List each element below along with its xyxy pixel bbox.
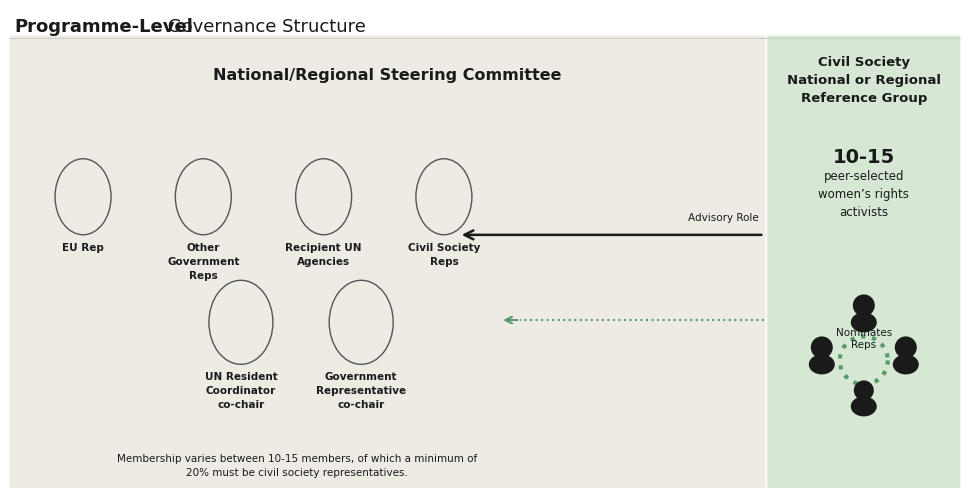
Ellipse shape bbox=[208, 280, 272, 364]
Ellipse shape bbox=[850, 313, 876, 333]
Text: peer-selected
women’s rights
activists: peer-selected women’s rights activists bbox=[818, 169, 908, 218]
Text: Recipient UN
Agencies: Recipient UN Agencies bbox=[285, 243, 361, 267]
Ellipse shape bbox=[891, 354, 918, 374]
FancyBboxPatch shape bbox=[10, 36, 765, 488]
Text: UN Resident
Coordinator
co-chair: UN Resident Coordinator co-chair bbox=[204, 372, 277, 410]
Text: 20% must be civil society representatives.: 20% must be civil society representative… bbox=[186, 468, 408, 478]
Text: Other
Government
Reps: Other Government Reps bbox=[167, 243, 239, 281]
Text: Programme-Level: Programme-Level bbox=[14, 18, 193, 36]
Ellipse shape bbox=[850, 396, 876, 416]
Ellipse shape bbox=[296, 159, 351, 235]
Ellipse shape bbox=[328, 280, 392, 364]
Ellipse shape bbox=[808, 354, 834, 374]
Ellipse shape bbox=[416, 159, 471, 235]
Ellipse shape bbox=[893, 336, 916, 358]
Text: Nominates
Reps: Nominates Reps bbox=[835, 328, 891, 351]
Text: Governance Structure: Governance Structure bbox=[162, 18, 365, 36]
Ellipse shape bbox=[853, 380, 873, 400]
Text: Civil Society
Reps: Civil Society Reps bbox=[407, 243, 480, 267]
Ellipse shape bbox=[175, 159, 231, 235]
Text: National/Regional Steering Committee: National/Regional Steering Committee bbox=[213, 68, 561, 83]
Ellipse shape bbox=[810, 336, 832, 358]
Text: Membership varies between 10-15 members, of which a minimum of: Membership varies between 10-15 members,… bbox=[117, 454, 477, 464]
Text: EU Rep: EU Rep bbox=[62, 243, 104, 253]
Text: Advisory Role: Advisory Role bbox=[688, 213, 759, 223]
FancyBboxPatch shape bbox=[766, 36, 959, 488]
Text: Civil Society
National or Regional
Reference Group: Civil Society National or Regional Refer… bbox=[786, 56, 940, 105]
Ellipse shape bbox=[852, 295, 874, 317]
Text: 10-15: 10-15 bbox=[831, 148, 894, 166]
Ellipse shape bbox=[55, 159, 110, 235]
Text: Government
Representative
co-chair: Government Representative co-chair bbox=[316, 372, 406, 410]
